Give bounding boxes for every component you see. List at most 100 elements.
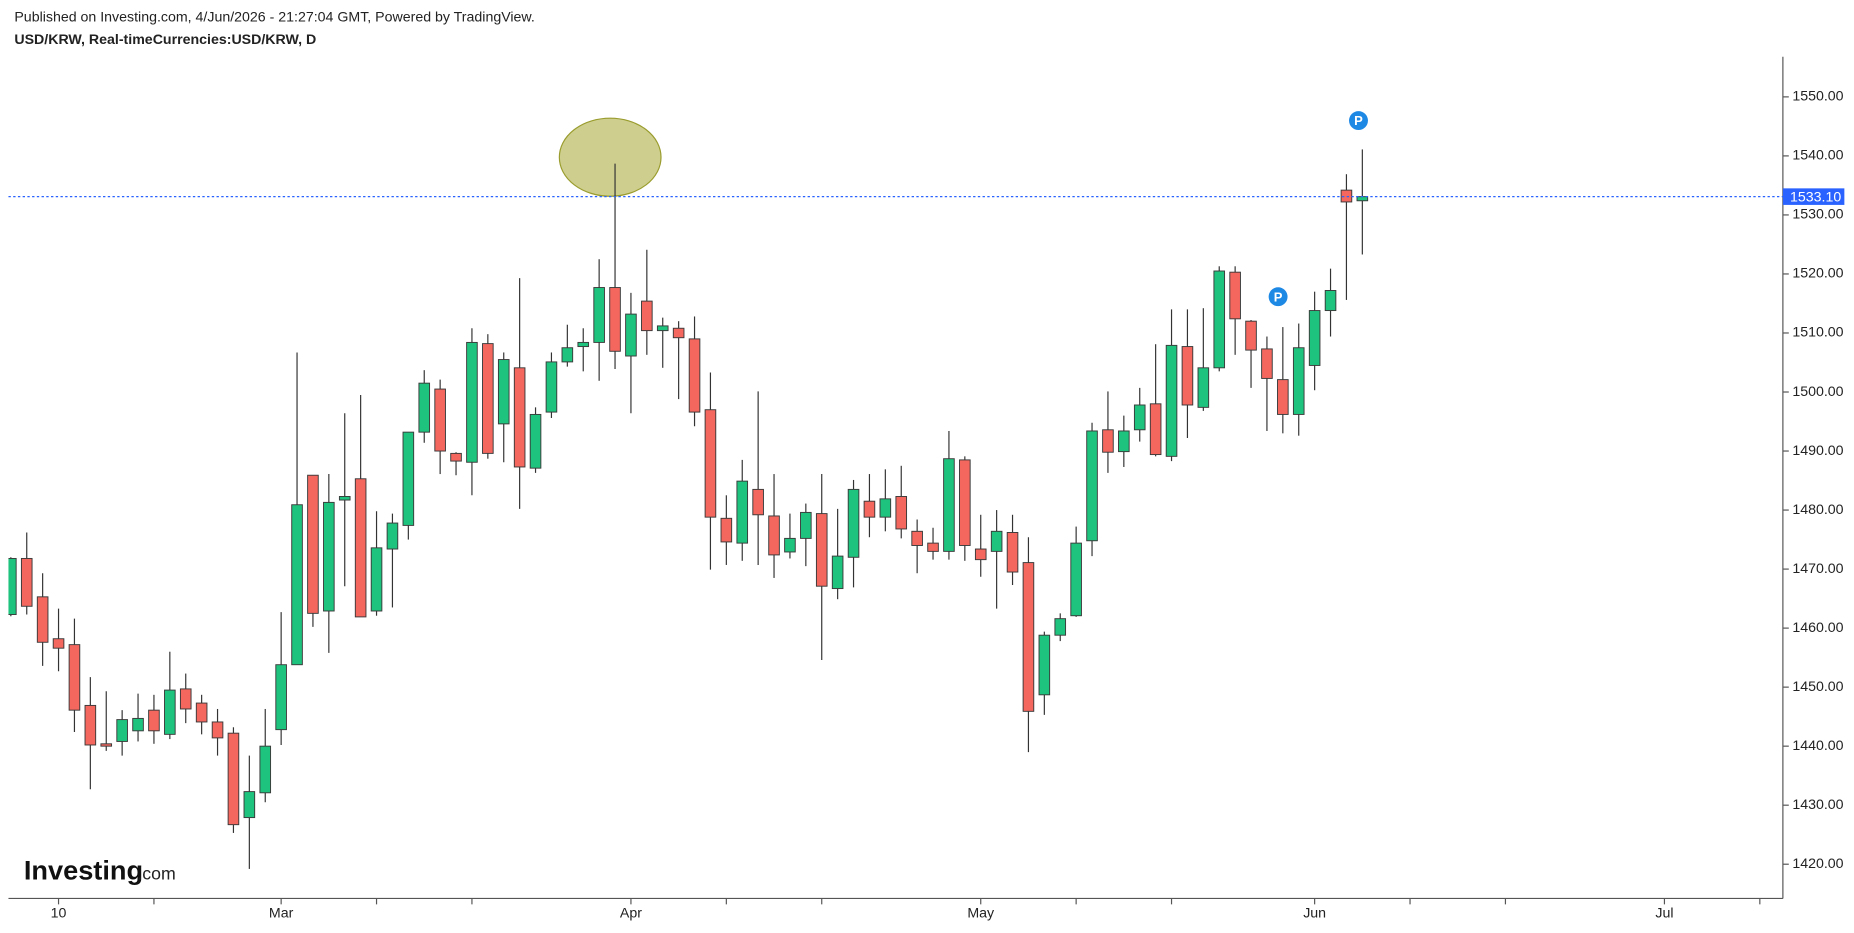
candle-body — [1197, 367, 1210, 408]
candle-body — [768, 515, 780, 556]
candle-body — [1277, 379, 1289, 415]
candle-body — [338, 496, 351, 501]
candle-body — [943, 458, 955, 552]
candle-body — [1006, 532, 1019, 573]
y-tick-label: 1500.00 — [1792, 384, 1843, 400]
candle-body — [1213, 270, 1226, 369]
candle-body — [1133, 404, 1146, 431]
x-tick-label: Apr — [620, 906, 642, 922]
candle-body — [959, 459, 971, 546]
candle-body — [179, 688, 192, 710]
candle-body — [1356, 196, 1369, 202]
candle-body — [927, 542, 939, 552]
candle-body — [974, 548, 987, 561]
candle-body — [1086, 430, 1098, 542]
candle-body — [625, 313, 637, 357]
candle-body — [20, 557, 33, 607]
candle-body — [1022, 562, 1035, 712]
candle-body — [243, 791, 256, 819]
x-tick-label: May — [967, 906, 995, 922]
candle-body — [577, 341, 590, 348]
y-tick-label: 1510.00 — [1792, 325, 1843, 341]
candle-body — [529, 413, 542, 469]
candle-body — [1292, 347, 1305, 415]
candle-body — [36, 596, 49, 643]
candle-body — [990, 530, 1003, 552]
candle-body — [84, 704, 97, 746]
candle-body — [847, 488, 860, 558]
logo-main: Investing — [24, 855, 143, 886]
x-tick-label: Jun — [1303, 906, 1326, 922]
y-tick-label: 1550.00 — [1792, 89, 1843, 105]
candle-body — [195, 702, 208, 723]
candle-body — [1102, 429, 1114, 453]
y-tick-label: 1520.00 — [1792, 266, 1843, 282]
candle-body — [672, 327, 685, 339]
candle-body — [784, 537, 796, 553]
candle-body — [148, 709, 160, 732]
candle-body — [800, 511, 812, 539]
y-tick-label: 1540.00 — [1792, 148, 1843, 164]
candle-body — [354, 478, 367, 618]
logo: Investing .com — [24, 855, 176, 886]
candle-body — [1038, 634, 1051, 696]
candle-body — [116, 719, 128, 742]
candle-body — [863, 500, 876, 518]
candle-body — [450, 452, 462, 462]
candle-body — [227, 732, 240, 826]
candle-body — [386, 522, 399, 550]
x-tick-label: Mar — [269, 906, 294, 922]
candle-body — [497, 359, 510, 425]
marker-label: P — [1354, 113, 1363, 128]
candle-body — [291, 504, 303, 666]
candle-body — [68, 644, 81, 711]
y-tick-label: 1470.00 — [1792, 561, 1843, 577]
candle-body — [418, 382, 431, 433]
candle-body — [1181, 346, 1194, 406]
candle-body — [1229, 271, 1241, 320]
y-tick-label: 1460.00 — [1792, 620, 1843, 636]
y-tick-label: 1480.00 — [1792, 502, 1843, 518]
candle-body — [1070, 542, 1082, 617]
logo-suffix: .com — [137, 863, 175, 883]
candle-body — [482, 343, 494, 454]
candle-body — [8, 557, 17, 616]
candle-body — [100, 743, 113, 747]
candle-body — [132, 717, 144, 732]
candle-body — [466, 341, 478, 463]
x-tick-label: 10 — [51, 906, 67, 922]
candle-body — [164, 689, 176, 735]
candle-body — [323, 501, 335, 612]
x-tick-label: Jul — [1655, 906, 1673, 922]
candle-body — [513, 367, 526, 468]
candle-body — [1245, 320, 1257, 351]
candle-body — [1149, 403, 1162, 456]
candle-body — [211, 721, 224, 739]
candle-body — [815, 513, 828, 587]
candle-body — [641, 300, 653, 332]
marker — [1349, 111, 1368, 131]
candle-body — [895, 496, 908, 530]
y-tick-label: 1490.00 — [1792, 443, 1843, 459]
candle-body — [720, 517, 733, 543]
candles — [8, 149, 1369, 869]
marker-label: P — [1274, 289, 1283, 304]
last-price-label: 1533.10 — [1790, 190, 1841, 206]
candle-body — [545, 361, 558, 413]
y-tick-label: 1440.00 — [1792, 738, 1843, 754]
candle-body — [593, 287, 605, 343]
candle-body — [736, 480, 749, 544]
candle-body — [831, 555, 844, 590]
candle-body — [1165, 344, 1178, 457]
highlight-ellipse — [558, 117, 662, 197]
candle-body — [1261, 348, 1273, 379]
marker — [1268, 287, 1288, 307]
y-tick-label: 1430.00 — [1792, 797, 1843, 813]
candle-body — [275, 664, 287, 731]
candle-body — [561, 347, 574, 363]
y-tick-label: 1530.00 — [1792, 207, 1843, 223]
candle-body — [52, 638, 65, 649]
candle-body — [656, 325, 669, 332]
candle-body — [434, 388, 446, 452]
